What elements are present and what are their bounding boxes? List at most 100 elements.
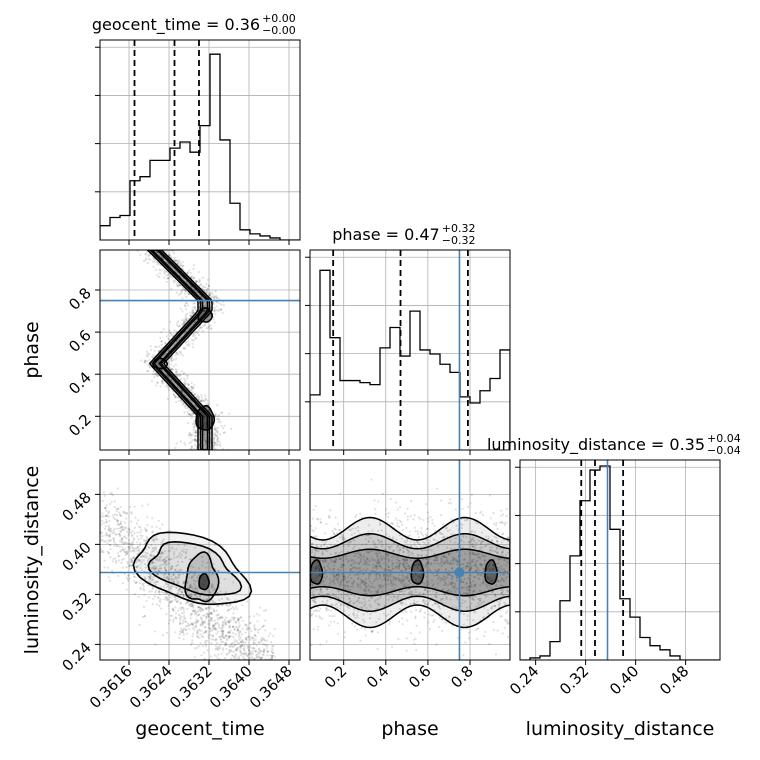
sample-point xyxy=(180,291,183,294)
sample-point xyxy=(258,660,260,662)
sample-point xyxy=(191,639,194,642)
sample-point xyxy=(253,634,256,637)
sample-point xyxy=(179,378,182,381)
sample-point xyxy=(190,444,193,448)
sample-point xyxy=(357,585,360,588)
sample-point xyxy=(114,543,117,546)
sample-point xyxy=(357,526,360,529)
sample-point xyxy=(194,626,197,629)
sample-point xyxy=(271,661,273,663)
sample-point xyxy=(183,557,187,560)
sample-point xyxy=(263,643,266,646)
sample-point xyxy=(107,524,110,527)
sample-point xyxy=(154,643,157,646)
sample-point xyxy=(212,634,215,637)
sample-point xyxy=(124,553,127,557)
sample-point xyxy=(194,338,197,341)
sample-point xyxy=(165,592,168,595)
sample-point xyxy=(253,687,255,689)
sample-point xyxy=(160,550,163,554)
sample-point xyxy=(435,559,438,562)
sample-point xyxy=(273,655,276,658)
sample-point xyxy=(103,494,106,497)
sample-point xyxy=(149,557,152,560)
sample-point xyxy=(231,654,234,657)
sample-point xyxy=(186,582,189,585)
sample-point xyxy=(161,634,164,637)
sample-point xyxy=(338,536,342,539)
sample-point xyxy=(217,414,220,418)
sample-point xyxy=(189,617,192,620)
sample-point xyxy=(182,594,185,598)
sample-point xyxy=(190,286,194,289)
sample-point xyxy=(129,531,133,534)
sample-point xyxy=(375,567,378,570)
sample-point xyxy=(172,578,175,581)
sample-point xyxy=(174,575,177,579)
sample-point xyxy=(260,673,262,675)
sample-point xyxy=(162,538,165,541)
sample-point xyxy=(205,616,208,619)
sample-point xyxy=(267,666,269,668)
sample-point xyxy=(183,382,186,385)
sample-point xyxy=(338,492,342,495)
sample-point xyxy=(419,518,422,521)
sample-point xyxy=(179,373,182,377)
sample-point xyxy=(505,521,508,524)
sample-point xyxy=(405,649,408,652)
sample-point xyxy=(192,566,195,569)
sample-point xyxy=(156,596,160,599)
sample-point xyxy=(265,724,267,726)
sample-point xyxy=(214,296,217,299)
sample-point xyxy=(253,649,256,652)
sample-point xyxy=(117,527,121,530)
sample-point xyxy=(249,638,252,641)
sample-point xyxy=(258,606,261,609)
sample-point xyxy=(157,374,160,377)
sample-point xyxy=(170,567,173,570)
sample-point xyxy=(435,574,438,577)
sample-point xyxy=(173,598,176,602)
sample-point xyxy=(134,516,137,519)
sample-point xyxy=(162,585,165,588)
sample-point xyxy=(364,628,367,631)
sample-point xyxy=(161,379,164,382)
sample-point xyxy=(242,619,245,623)
sample-point xyxy=(139,534,142,537)
sample-point xyxy=(163,561,166,564)
sample-point xyxy=(127,546,130,549)
sample-point xyxy=(149,348,153,352)
sample-point xyxy=(206,318,209,321)
sample-point xyxy=(245,638,248,641)
sample-point xyxy=(147,503,150,506)
sample-point xyxy=(102,521,105,524)
sample-point xyxy=(201,330,204,333)
sample-point xyxy=(248,652,251,656)
sample-point xyxy=(236,629,239,632)
sample-point xyxy=(184,313,188,317)
sample-point xyxy=(244,623,247,626)
sample-point xyxy=(140,537,143,540)
sample-point xyxy=(146,360,149,363)
sample-point xyxy=(233,663,235,665)
sample-point xyxy=(234,633,237,636)
sample-point xyxy=(143,575,146,579)
sample-point xyxy=(449,598,452,601)
sample-point xyxy=(212,297,216,300)
sample-point xyxy=(246,627,249,630)
sample-point xyxy=(405,637,408,640)
sample-point xyxy=(216,432,219,435)
sample-point xyxy=(315,609,319,612)
sample-point xyxy=(192,387,195,390)
sample-point xyxy=(170,368,173,371)
sample-point xyxy=(273,627,277,631)
sample-point xyxy=(120,558,124,561)
sample-point xyxy=(213,601,216,604)
sample-point xyxy=(170,359,173,362)
sample-point xyxy=(261,666,263,668)
sample-point xyxy=(475,637,479,640)
sample-point xyxy=(503,601,506,604)
sample-point xyxy=(450,582,453,585)
sample-point xyxy=(178,568,181,571)
sample-point xyxy=(190,381,193,385)
